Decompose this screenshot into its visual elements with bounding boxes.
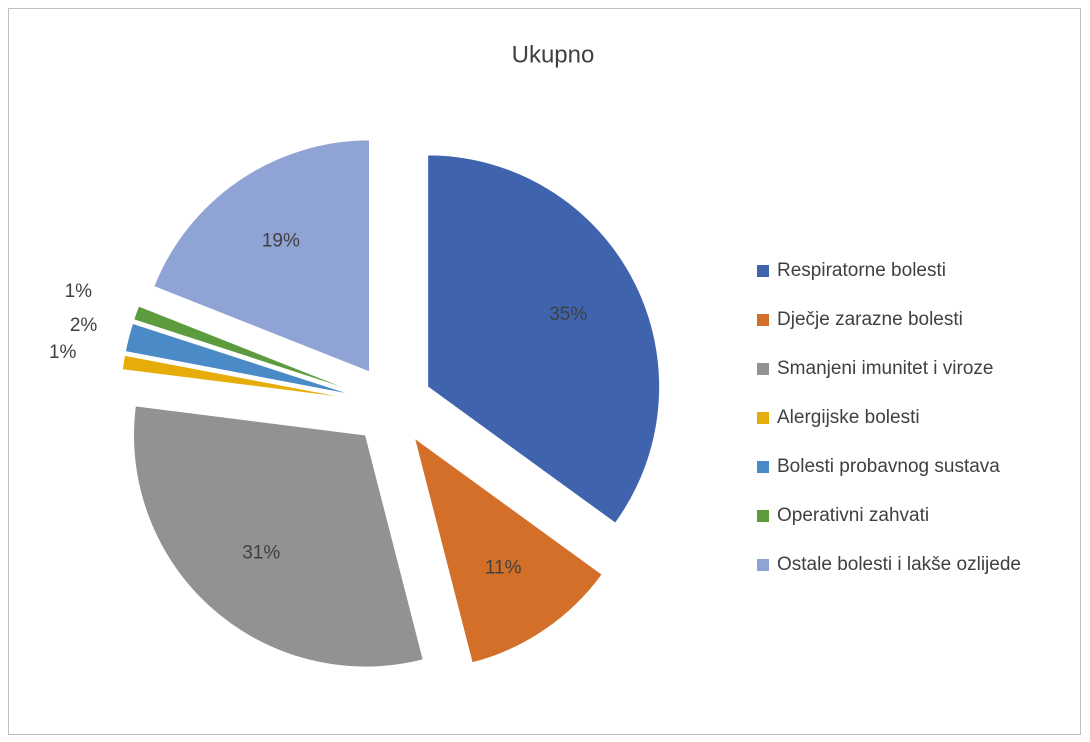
legend-swatch bbox=[757, 559, 769, 571]
legend-label: Operativni zahvati bbox=[777, 505, 929, 526]
data-label: 31% bbox=[242, 542, 280, 563]
legend-label: Respiratorne bolesti bbox=[777, 260, 946, 281]
pie-slice bbox=[133, 305, 355, 392]
legend-swatch bbox=[757, 363, 769, 375]
pie-slice bbox=[124, 322, 354, 396]
data-label: 19% bbox=[262, 230, 300, 251]
data-label: 2% bbox=[70, 315, 98, 336]
legend-label: Dječje zarazne bolesti bbox=[777, 309, 963, 330]
legend-label: Bolesti probavnog sustava bbox=[777, 456, 1000, 477]
legend-label: Ostale bolesti i lakše ozlijede bbox=[777, 554, 1021, 575]
legend-swatch bbox=[757, 461, 769, 473]
legend-swatch bbox=[757, 265, 769, 277]
data-label: 1% bbox=[49, 342, 77, 363]
pie-slice bbox=[133, 405, 424, 668]
data-label: 35% bbox=[549, 304, 587, 325]
pie-slice bbox=[427, 154, 661, 524]
legend-label: Smanjeni imunitet i viroze bbox=[777, 358, 993, 379]
pie-slice bbox=[121, 354, 353, 400]
chart-title: Ukupno bbox=[512, 41, 595, 68]
legend-swatch bbox=[757, 412, 769, 424]
data-label: 11% bbox=[485, 558, 522, 579]
data-label: 1% bbox=[65, 281, 93, 302]
pie-slice bbox=[413, 436, 603, 664]
legend-swatch bbox=[757, 510, 769, 522]
legend-label: Alergijske bolesti bbox=[777, 407, 920, 428]
legend-swatch bbox=[757, 314, 769, 326]
pie-slice bbox=[153, 139, 371, 373]
